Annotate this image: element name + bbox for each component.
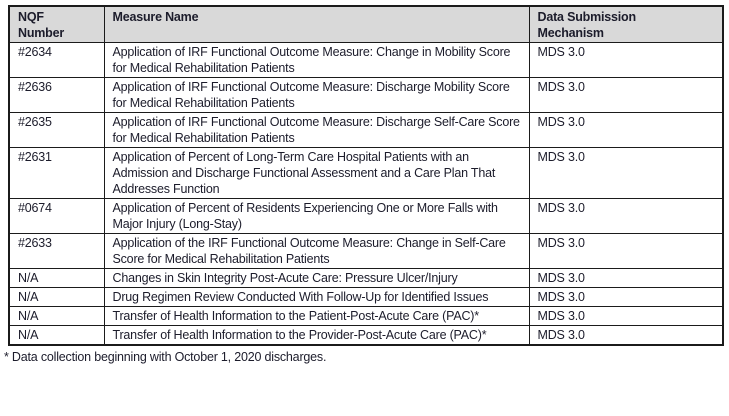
table-row: #2636 Application of IRF Functional Outco… [8,77,724,113]
nqf-cell: #2631 [8,147,105,199]
mechanism-cell: MDS 3.0 [528,112,724,148]
measure-cell: Application of Percent of Residents Expe… [103,198,530,234]
mechanism-cell: MDS 3.0 [528,268,724,288]
measure-cell: Application of Percent of Long-Term Care… [103,147,530,199]
mechanism-cell: MDS 3.0 [528,198,724,234]
nqf-measures-table: NQF Number Measure Name Data Submission … [8,5,724,346]
nqf-cell: #2633 [8,233,105,269]
document-page: NQF Number Measure Name Data Submission … [4,5,724,364]
nqf-cell: N/A [8,325,105,346]
nqf-cell: N/A [8,306,105,326]
header-row: NQF Number Measure Name Data Submission … [8,5,724,43]
footnote: * Data collection beginning with October… [4,350,327,364]
mechanism-cell: MDS 3.0 [528,42,724,78]
table-row: #2635 Application of IRF Functional Outco… [8,112,724,148]
nqf-cell: N/A [8,268,105,288]
mechanism-cell: MDS 3.0 [528,306,724,326]
measure-cell: Drug Regimen Review Conducted With Follo… [103,287,530,307]
mechanism-cell: MDS 3.0 [528,325,724,346]
table-row: #2633 Application of the IRF Functional O… [8,233,724,269]
mechanism-cell: MDS 3.0 [528,147,724,199]
table-body: #2634 Application of IRF Functional Outco… [8,42,724,346]
column-header-measure-name: Measure Name [103,5,530,43]
measure-cell: Application of IRF Functional Outcome Me… [103,42,530,78]
table-row: N/A Changes in Skin Integrity Post-Acute … [8,268,724,288]
nqf-cell: #0674 [8,198,105,234]
nqf-cell: #2634 [8,42,105,78]
table-row: #2634 Application of IRF Functional Outco… [8,42,724,78]
mechanism-cell: MDS 3.0 [528,233,724,269]
mechanism-cell: MDS 3.0 [528,287,724,307]
nqf-cell: #2635 [8,112,105,148]
measure-cell: Application of IRF Functional Outcome Me… [103,112,530,148]
measure-cell: Changes in Skin Integrity Post-Acute Car… [103,268,530,288]
measure-cell: Application of the IRF Functional Outcom… [103,233,530,269]
measure-cell: Application of IRF Functional Outcome Me… [103,77,530,113]
table-row: N/A Transfer of Health Information to the… [8,325,724,346]
table-row: N/A Transfer of Health Information to the… [8,306,724,326]
nqf-cell: N/A [8,287,105,307]
nqf-cell: #2636 [8,77,105,113]
mechanism-cell: MDS 3.0 [528,77,724,113]
table-header: NQF Number Measure Name Data Submission … [8,5,724,43]
measure-cell: Transfer of Health Information to the Pr… [103,325,530,346]
table-row: #0674 Application of Percent of Residents… [8,198,724,234]
table-row: #2631 Application of Percent of Long-Term… [8,147,724,199]
column-header-data-submission-mechanism: Data Submission Mechanism [528,5,724,43]
table-row: N/A Drug Regimen Review Conducted With Fo… [8,287,724,307]
column-header-nqf-number: NQF Number [8,5,105,43]
measure-cell: Transfer of Health Information to the Pa… [103,306,530,326]
